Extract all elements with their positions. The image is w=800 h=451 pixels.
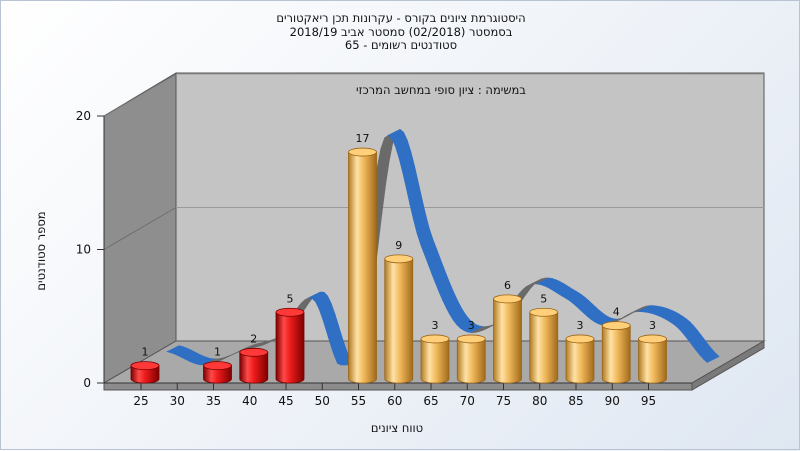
chart-titles: היסטוגרמת ציונים בקורס - עקרונות תכן ריא… <box>1 11 800 53</box>
bar-body <box>130 365 160 384</box>
x-tick-label: 60 <box>387 394 402 408</box>
bar-cap <box>456 334 486 344</box>
bar-body <box>239 351 269 384</box>
bar-cylinder <box>456 334 486 384</box>
bar-cap <box>275 307 305 317</box>
bar-cylinder <box>638 334 667 384</box>
chart-subtitle: במשימה : ציון סופי במחשב המרכזי <box>356 83 526 97</box>
y-axis-title: מספר סטודנטים <box>34 211 48 290</box>
x-tick-label: 50 <box>315 394 330 408</box>
chart-title-line-3: סטודנטים רשומים - 65 <box>344 38 458 52</box>
bar-cylinder <box>384 254 414 384</box>
bar-value-label: 6 <box>504 279 511 292</box>
bar-value-label: 3 <box>649 319 656 332</box>
chart-floor-side-edge <box>691 340 765 391</box>
bar-cap <box>130 361 160 371</box>
x-tick-label: 45 <box>278 394 293 408</box>
y-axis: 0 10 20 <box>76 109 105 390</box>
gridlines <box>103 73 764 250</box>
bar-value-label: 3 <box>468 319 475 332</box>
x-tick-label: 25 <box>133 394 148 408</box>
x-tick-label: 40 <box>242 394 257 408</box>
y-tick-label: 0 <box>83 376 91 390</box>
bar-value-label: 1 <box>214 346 221 359</box>
bar-cap <box>348 147 377 157</box>
bar-cap <box>420 334 450 344</box>
bar-cap <box>239 347 269 357</box>
bar-cap <box>565 334 595 344</box>
bar-value-label: 1 <box>142 346 149 359</box>
bar-cylinder <box>420 334 450 384</box>
bar-cylinder <box>529 307 559 384</box>
gridline-left <box>103 73 177 117</box>
x-tick-label: 95 <box>641 394 656 408</box>
chart-title-line-1: היסטוגרמת ציונים בקורס - עקרונות תכן ריא… <box>276 11 526 25</box>
x-tick-label: 85 <box>568 394 583 408</box>
bar-value-label: 9 <box>395 239 402 252</box>
bar-cap <box>384 254 414 264</box>
bar-cap <box>203 361 232 371</box>
bar-body <box>529 311 559 384</box>
bar-cylinder <box>348 147 377 384</box>
x-axis: 25 30 35 40 45 50 55 60 65 70 75 80 85 90 95 <box>104 382 692 408</box>
x-tick-label: 55 <box>351 394 366 408</box>
y-tick-label: 20 <box>76 109 91 123</box>
bar-cylinder <box>565 334 595 384</box>
chart-title-line-2: בסמסטר (02/2018) סמסטר אביב 2018/19 <box>289 24 513 39</box>
chart-floor-front-edge <box>103 382 693 391</box>
gridline-left <box>103 207 177 250</box>
bar-value-label: 3 <box>432 319 439 332</box>
bar-body <box>638 338 667 384</box>
bar-cylinder <box>130 361 160 384</box>
bar-body <box>493 298 522 384</box>
bar-body <box>348 151 377 384</box>
bar-cylinder <box>601 321 631 384</box>
bar-value-label: 2 <box>250 332 257 345</box>
bar-body <box>565 338 595 384</box>
bar-cylinder <box>275 307 305 384</box>
bar-cylinder <box>239 347 269 384</box>
x-tick-label: 70 <box>460 394 475 408</box>
bar-cap <box>529 307 559 317</box>
x-tick-label: 35 <box>206 394 221 408</box>
bar-value-label: 5 <box>287 292 294 305</box>
x-tick-label: 75 <box>496 394 511 408</box>
bar-value-label: 5 <box>540 292 547 305</box>
bar-cap <box>493 294 522 304</box>
bar-body <box>275 311 305 384</box>
x-axis-title: טווח ציונים <box>371 421 423 435</box>
y-tick-label: 10 <box>76 243 91 257</box>
curve-segment <box>702 352 720 363</box>
bar-value-label: 4 <box>613 306 620 319</box>
bar-body <box>384 258 414 384</box>
bar-body <box>456 338 486 384</box>
x-tick-label: 30 <box>170 394 185 408</box>
bar-body <box>203 365 232 384</box>
bar-cylinder <box>203 361 232 384</box>
bar-cap <box>638 334 667 344</box>
bar-body <box>601 325 631 384</box>
bar-cylinder <box>493 294 522 384</box>
x-tick-label: 90 <box>605 394 620 408</box>
bar-value-label: 3 <box>577 319 584 332</box>
x-tick-label: 65 <box>423 394 438 408</box>
bar-body <box>420 338 450 384</box>
bar-cap <box>601 321 631 331</box>
x-tick-label: 80 <box>532 394 547 408</box>
bar-value-label: 17 <box>356 132 370 145</box>
